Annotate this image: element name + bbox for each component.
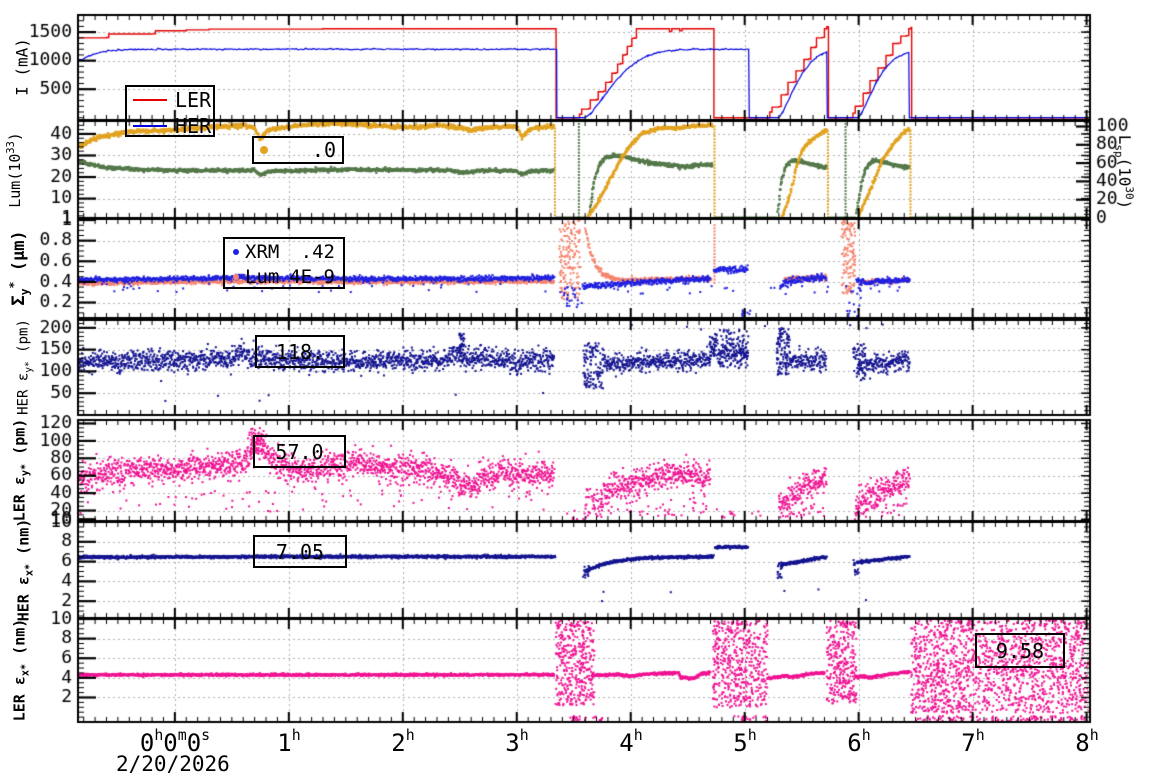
- her-ex-value: 7.05: [275, 539, 325, 564]
- axis-title-lsp: Lsp(1030): [1112, 134, 1136, 210]
- value-box-ler-ex: 9.58: [975, 633, 1065, 668]
- lum-marker-icon: [260, 146, 268, 154]
- date-label: 2/20/2026: [116, 752, 230, 776]
- value-box-ler-ey: 57.0: [253, 435, 346, 468]
- axis-title-ler-ey: LER εy* (pm): [10, 418, 32, 522]
- legend-lum-value: .0: [252, 136, 344, 164]
- her-line-swatch: [133, 125, 167, 127]
- legend-row-lum: .0: [254, 138, 342, 162]
- x-tick-label-4h: 4h: [619, 726, 643, 757]
- axis-title-her-ex: HER εx* (nm): [14, 518, 36, 622]
- lum-sigma-marker-icon: [233, 273, 239, 280]
- x-tick-label-7h: 7h: [961, 726, 985, 757]
- ler-ey-value: 57.0: [275, 439, 324, 464]
- legend-label-xrm: XRM: [245, 240, 280, 263]
- legend-lum-number: .0: [311, 138, 336, 162]
- x-tick-label-8h: 8h: [1075, 726, 1099, 757]
- legend-row-ler: LER: [127, 87, 213, 113]
- x-tick-label-3h: 3h: [505, 726, 529, 757]
- legend-label-lum-sigma: Lum: [245, 265, 280, 288]
- ler-ex-value: 9.58: [995, 638, 1045, 663]
- axis-title-lum: Lum(1033): [6, 132, 24, 208]
- ler-line-swatch: [133, 99, 167, 101]
- x-tick-label-0h: 0h0m0s: [139, 726, 211, 757]
- value-box-her-ey: 118.: [255, 335, 345, 368]
- legend-sigma-y: XRM .42 Lum 4E-9: [223, 237, 345, 289]
- x-tick-label-5h: 5h: [733, 726, 757, 757]
- x-tick-label-1h: 1h: [277, 726, 301, 757]
- legend-row-her: HER: [127, 113, 213, 139]
- axis-title-her-ey: HER εy* (pm): [15, 319, 35, 415]
- axis-title-sigma-y: Σy* (μm): [6, 230, 32, 306]
- legend-xrm-value: .42: [300, 240, 335, 263]
- legend-lum-sigma-value: 4E-9: [289, 265, 335, 288]
- xrm-marker-icon: [233, 248, 239, 255]
- legend-row-lum-sigma: Lum 4E-9: [225, 264, 343, 289]
- legend-label-ler: LER: [175, 88, 212, 112]
- legend-current: LER HER: [125, 85, 215, 139]
- x-tick-label-2h: 2h: [391, 726, 415, 757]
- legend-label-her: HER: [175, 114, 212, 138]
- x-tick-label-6h: 6h: [847, 726, 871, 757]
- axis-title-ler-ex: LER εx* (nm): [10, 618, 32, 722]
- axis-title-current: I (mA): [12, 38, 32, 96]
- value-box-her-ex: 7.05: [253, 535, 347, 568]
- her-ey-value: 118.: [275, 339, 325, 364]
- legend-row-xrm: XRM .42: [225, 239, 343, 264]
